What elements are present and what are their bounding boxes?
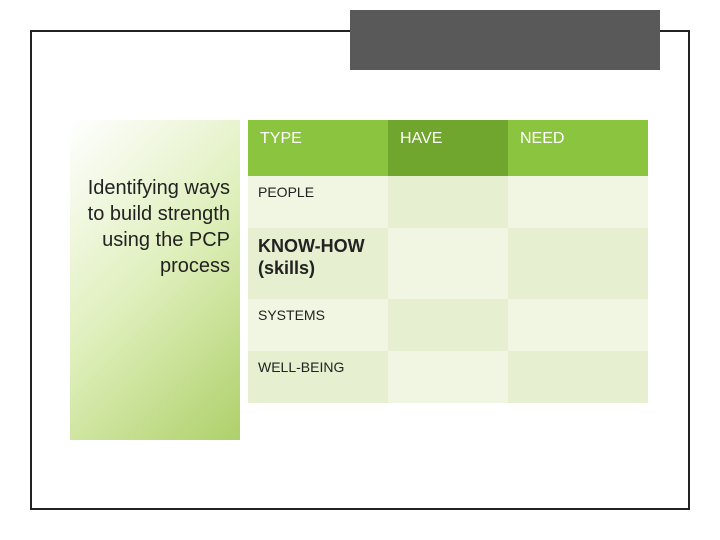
cell-have-0 — [388, 176, 508, 228]
col-header-type: TYPE — [248, 120, 388, 176]
cell-have-3 — [388, 351, 508, 403]
content-area: Identifying ways to build strength using… — [70, 120, 670, 403]
cell-type-0: PEOPLE — [248, 176, 388, 228]
title-box — [350, 10, 660, 70]
side-heading: Identifying ways to build strength using… — [70, 120, 240, 403]
cell-need-1 — [508, 228, 648, 299]
cell-have-2 — [388, 299, 508, 351]
cell-type-1: KNOW-HOW (skills) — [248, 228, 388, 299]
cell-need-2 — [508, 299, 648, 351]
cell-type-3: WELL-BEING — [248, 351, 388, 403]
col-header-need: NEED — [508, 120, 648, 176]
resource-table: TYPE HAVE NEED PEOPLE KNOW-HOW (skills) … — [248, 120, 670, 403]
cell-need-0 — [508, 176, 648, 228]
cell-have-1 — [388, 228, 508, 299]
cell-need-3 — [508, 351, 648, 403]
cell-type-2: SYSTEMS — [248, 299, 388, 351]
col-header-have: HAVE — [388, 120, 508, 176]
